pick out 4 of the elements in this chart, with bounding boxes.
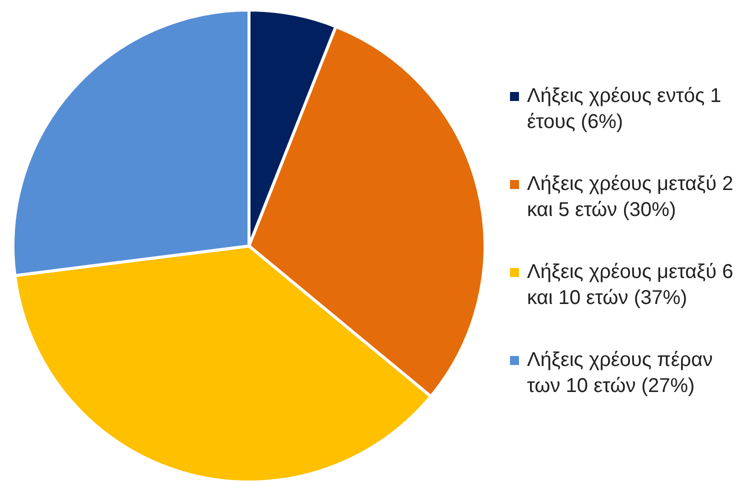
legend-label: Λήξεις χρέους πέραν των 10 ετών (27%)	[527, 348, 714, 398]
legend-label: Λήξεις χρέους μεταξύ 2 και 5 ετών (30%)	[527, 172, 734, 222]
legend-label: Λήξεις χρέους μεταξύ 6 και 10 ετών (37%)	[527, 260, 734, 310]
legend-label: Λήξεις χρέους εντός 1 έτους (6%)	[527, 84, 722, 134]
